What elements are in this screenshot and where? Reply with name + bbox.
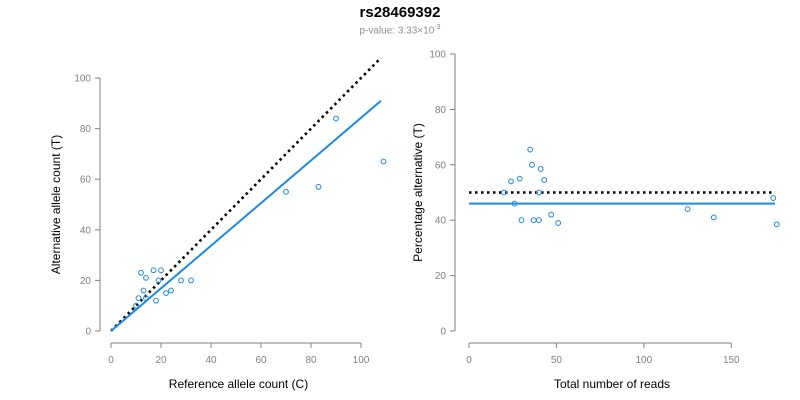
x-tick-label: 60: [255, 355, 267, 366]
y-tick-label: 80: [80, 124, 92, 135]
y-tick-label: 80: [435, 105, 447, 116]
data-point: [536, 189, 542, 196]
x-tick-label: 0: [466, 355, 472, 366]
data-point: [168, 287, 174, 294]
data-point: [555, 220, 562, 226]
data-point: [135, 295, 142, 302]
y-tick-label: 20: [80, 276, 92, 287]
y-tick-label: 60: [80, 175, 92, 186]
data-point: [155, 277, 162, 284]
percentage-alternative-scatter: 0 20 40 60 80 100 0 50 100 150 Total number of rea…: [411, 50, 780, 391]
data-point: [541, 177, 548, 183]
data-point: [710, 214, 717, 221]
pvalue-exponent: -3: [434, 24, 441, 31]
x-tick-label: 80: [305, 355, 317, 366]
data-point: [548, 211, 555, 218]
data-point: [138, 269, 144, 276]
y-tick-label: 60: [435, 160, 447, 171]
x-tick-label: 150: [723, 355, 740, 366]
y-tick-label: 0: [85, 327, 91, 338]
data-point: [333, 115, 339, 122]
y-tick-label: 20: [435, 271, 447, 282]
pvalue-text: p-value: 3.33×10: [359, 25, 435, 37]
data-point: [188, 277, 194, 284]
data-point: [178, 277, 184, 284]
x-tick-label: 40: [205, 355, 217, 366]
chart-subtitle: p-value: 3.33×10-3: [0, 24, 800, 36]
x-tick-label: 20: [155, 355, 167, 366]
data-point: [140, 287, 147, 294]
data-point: [536, 217, 542, 224]
x-tick-label: 100: [636, 355, 653, 366]
data-point: [315, 183, 322, 190]
data-point: [283, 188, 289, 195]
x-tick-label: 50: [551, 355, 563, 366]
data-point: [527, 146, 534, 153]
data-point: [516, 175, 523, 182]
data-point: [158, 267, 164, 274]
y-tick-label: 100: [429, 50, 446, 61]
x-axis-label: Total number of reads: [554, 377, 670, 391]
data-point: [153, 297, 159, 304]
data-point: [143, 274, 149, 281]
y-tick-label: 40: [435, 216, 447, 227]
y-axis-label: Percentage alternative (T): [411, 123, 425, 262]
data-point: [770, 195, 777, 201]
data-point: [511, 200, 518, 207]
data-point: [150, 267, 157, 274]
data-point: [143, 295, 149, 302]
data-point: [529, 161, 535, 168]
chart-title: rs28469392: [359, 4, 441, 21]
fit-line: [110, 100, 382, 332]
y-axis-label: Alternative allele count (T): [49, 135, 63, 274]
data-point: [530, 217, 537, 224]
data-point: [537, 166, 544, 172]
x-tick-label: 0: [108, 355, 114, 366]
y-tick-label: 40: [80, 225, 92, 236]
y-tick-label: 0: [440, 327, 446, 338]
data-point: [773, 221, 780, 228]
y-tick-label: 100: [74, 74, 91, 85]
data-point: [518, 217, 525, 224]
reference-line: [110, 56, 382, 332]
data-point: [133, 302, 139, 309]
x-axis-label: Reference allele count (C): [169, 377, 308, 391]
data-point: [684, 206, 691, 213]
data-point: [501, 189, 507, 196]
allele-count-scatter: 0 20 40 60 80 100 0 20 40 60 80 100 Reference allele…: [49, 56, 387, 391]
data-point: [163, 290, 169, 296]
data-point: [380, 158, 387, 165]
x-tick-label: 100: [353, 355, 370, 366]
data-point: [508, 178, 514, 185]
